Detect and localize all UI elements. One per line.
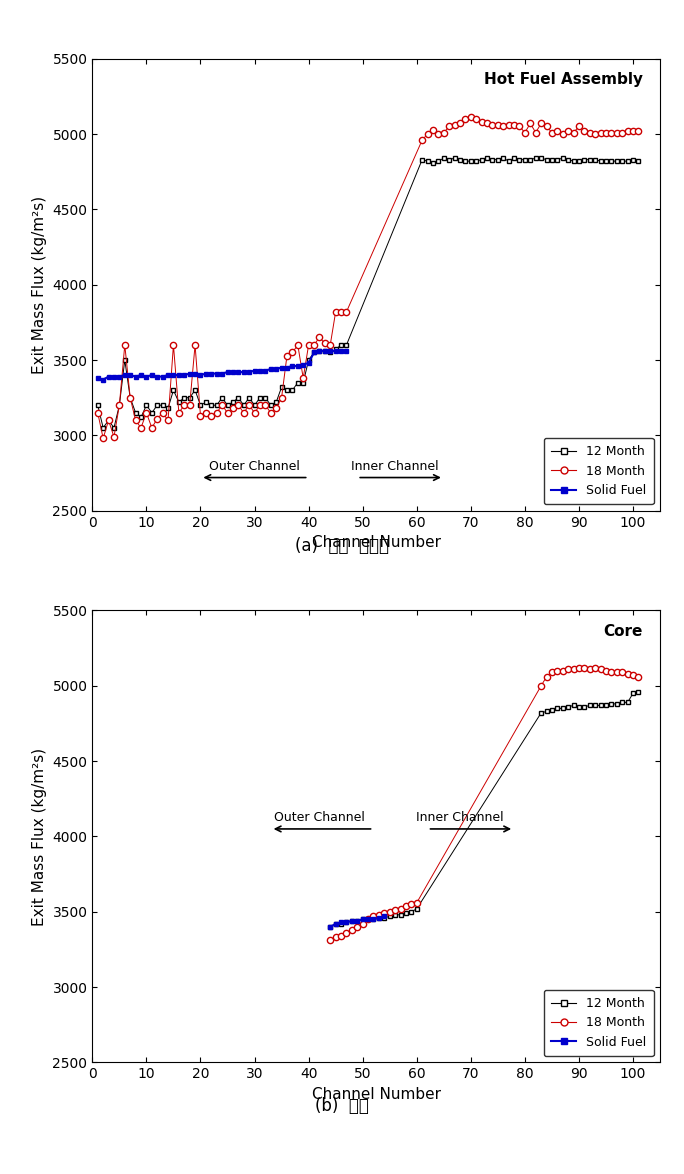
X-axis label: Channel Number: Channel Number: [312, 1087, 440, 1102]
Text: Inner Channel: Inner Channel: [416, 811, 504, 824]
Text: Outer Channel: Outer Channel: [274, 811, 365, 824]
Text: Core: Core: [604, 625, 643, 639]
Y-axis label: Exit Mass Flux (kg/m²s): Exit Mass Flux (kg/m²s): [32, 196, 47, 373]
Text: (b)  노심: (b) 노심: [315, 1097, 369, 1115]
X-axis label: Channel Number: Channel Number: [312, 535, 440, 551]
Text: (a)  고온  집합체: (a) 고온 집합체: [295, 537, 389, 555]
Text: Hot Fuel Assembly: Hot Fuel Assembly: [484, 73, 643, 87]
Legend: 12 Month, 18 Month, Solid Fuel: 12 Month, 18 Month, Solid Fuel: [544, 438, 654, 505]
Legend: 12 Month, 18 Month, Solid Fuel: 12 Month, 18 Month, Solid Fuel: [544, 990, 654, 1057]
Text: Inner Channel: Inner Channel: [352, 460, 439, 473]
Text: Outer Channel: Outer Channel: [209, 460, 300, 473]
Y-axis label: Exit Mass Flux (kg/m²s): Exit Mass Flux (kg/m²s): [32, 748, 47, 925]
